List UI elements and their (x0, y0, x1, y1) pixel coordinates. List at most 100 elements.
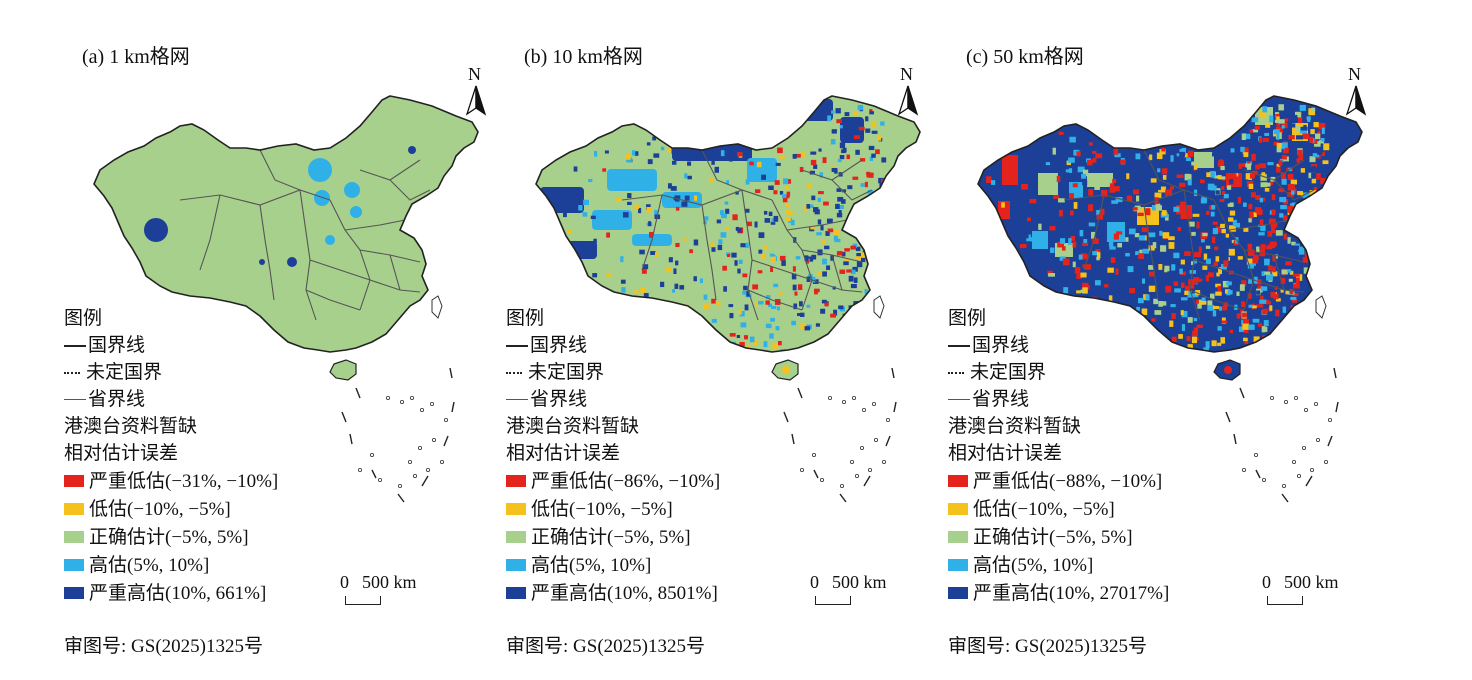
error-cell (822, 271, 827, 277)
error-cell (647, 159, 653, 165)
error-cell (1117, 242, 1123, 248)
legend-title: 图例 (948, 308, 987, 329)
error-cell (1082, 180, 1088, 186)
error-cell (670, 186, 677, 191)
error-cell (1126, 195, 1133, 202)
error-cell (779, 190, 784, 195)
error-cell (1276, 116, 1280, 121)
error-cell (1077, 166, 1085, 173)
error-cell (1288, 135, 1295, 140)
error-cell (679, 285, 685, 290)
error-cell (408, 146, 416, 154)
legend-note: 港澳台资料暂缺 (948, 416, 1082, 437)
error-cell (1116, 231, 1123, 235)
error-cell (791, 273, 797, 280)
error-cell (871, 122, 877, 127)
class-label: 低估(−10%, −5%] (973, 498, 1115, 520)
error-cell (1069, 193, 1074, 199)
error-cell (1179, 268, 1183, 275)
error-cell (1247, 263, 1254, 269)
error-cell (846, 135, 852, 140)
error-cell (1278, 119, 1285, 124)
error-cell (567, 229, 572, 234)
error-cell (1162, 210, 1167, 216)
error-cell (1265, 259, 1270, 263)
class-swatch (948, 531, 968, 543)
error-cell (1216, 272, 1220, 277)
error-cell (1238, 163, 1246, 169)
error-cell (1112, 178, 1117, 183)
error-cell (1245, 173, 1253, 181)
undefined-boundary-dash (341, 411, 347, 423)
error-cell (810, 159, 817, 166)
class-swatch (64, 587, 84, 599)
class-swatch (64, 559, 84, 571)
error-cell (1259, 299, 1267, 304)
error-cell (745, 242, 749, 248)
error-cell (1192, 330, 1198, 337)
province-boundary (344, 219, 406, 231)
error-cell (1320, 138, 1325, 142)
error-cell (1213, 175, 1219, 179)
legend-undefined-boundary: 未定国界 (506, 359, 720, 386)
error-cell (1082, 242, 1089, 247)
error-cell (763, 341, 768, 348)
error-cell (1262, 106, 1268, 113)
error-cell (745, 150, 751, 157)
error-cell (1203, 253, 1208, 260)
error-cell (1191, 336, 1198, 344)
undefined-boundary-dash (1255, 469, 1261, 479)
error-cell (855, 256, 861, 261)
error-cell (820, 225, 824, 231)
island (419, 407, 424, 412)
error-cell (1099, 208, 1105, 216)
error-cell (652, 136, 657, 141)
error-cell (1192, 213, 1200, 217)
error-cell (1160, 186, 1166, 193)
error-cell (1287, 205, 1294, 213)
error-cell (839, 155, 845, 160)
error-cell (1114, 153, 1121, 158)
province-boundary-symbol (506, 399, 528, 400)
legend-label: 未定国界 (970, 362, 1047, 383)
error-cell (1076, 290, 1082, 294)
error-cell (752, 339, 758, 346)
error-cell (1141, 227, 1149, 232)
error-cell (1080, 234, 1087, 240)
error-cell (1162, 232, 1170, 239)
error-cell (1268, 218, 1276, 224)
undefined-boundary-dash (451, 401, 455, 413)
error-cell (1201, 238, 1205, 243)
error-cell (1184, 290, 1189, 296)
island (385, 395, 390, 400)
error-cell (850, 245, 857, 250)
panel-title: (c) 50 km格网 (966, 46, 1084, 68)
error-cell (792, 266, 796, 272)
error-cell (1019, 243, 1027, 249)
north-arrow: N (1336, 64, 1376, 124)
error-cell (1263, 299, 1270, 304)
legend-label: 未定国界 (86, 362, 163, 383)
error-cell (856, 261, 863, 268)
north-label: N (900, 64, 913, 84)
legend-note: 港澳台资料暂缺 (64, 416, 198, 437)
province-boundary (701, 204, 717, 301)
error-cell (1141, 308, 1148, 315)
error-cell (1273, 293, 1279, 300)
error-cell (1195, 289, 1201, 296)
error-cell (1315, 133, 1321, 140)
error-cell (1045, 162, 1051, 166)
error-cell (1026, 217, 1031, 222)
error-cell (1184, 251, 1191, 257)
error-cell (755, 189, 761, 194)
error-cell (1108, 295, 1113, 302)
class-label: 正确估计(−5%, 5%] (973, 526, 1133, 548)
error-cell (1211, 204, 1216, 210)
error-cell (1088, 204, 1094, 212)
error-cell (1156, 152, 1163, 160)
error-cell (1178, 334, 1183, 339)
undefined-boundary-dash (1335, 401, 1339, 413)
error-cell (667, 148, 672, 153)
error-cell (841, 199, 846, 204)
error-cell (627, 201, 632, 206)
